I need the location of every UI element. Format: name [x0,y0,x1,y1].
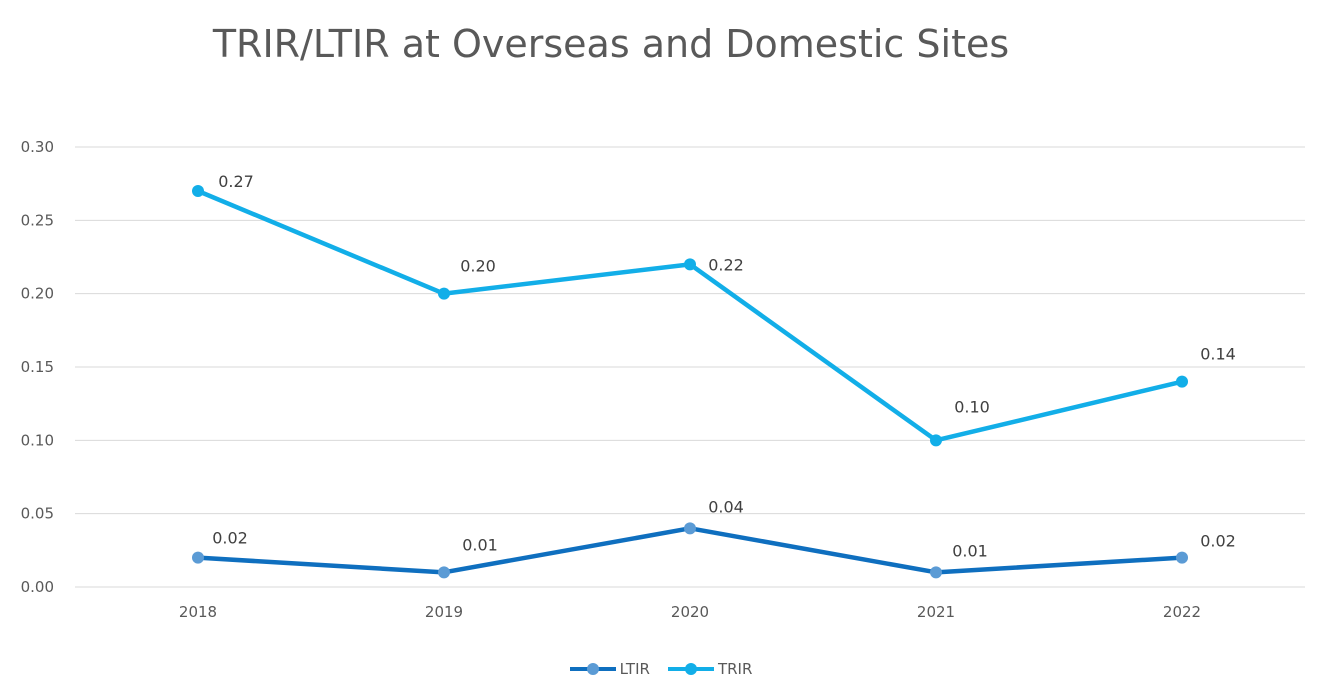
y-axis-ticks: 0.00 0.05 0.10 0.15 0.20 0.25 0.30 [21,138,54,596]
data-label-trir: 0.10 [954,397,990,416]
y-tick-label: 0.15 [21,358,54,376]
data-label-trir: 0.22 [708,255,744,274]
data-label-trir: 0.14 [1200,345,1236,364]
point-ltir[interactable] [438,566,450,579]
legend-swatch-trir [667,663,714,675]
legend-swatch-ltir [569,663,616,675]
data-label-trir: 0.27 [218,172,254,191]
series-line-trir [197,188,1183,443]
gridlines [75,146,1305,588]
data-labels: 0.02 0.01 0.04 0.01 0.02 0.27 0.20 0.22 0.10 0.14 [212,172,1236,560]
point-ltir[interactable] [1176,551,1188,564]
x-tick-label: 2018 [179,603,217,621]
y-tick-label: 0.05 [21,505,54,523]
legend: LTIR TRIR [0,660,1322,678]
x-axis-ticks: 2018 2019 2020 2021 2022 [179,603,1201,621]
data-label-ltir: 0.02 [1200,532,1236,551]
y-tick-label: 0.25 [21,211,54,229]
legend-item-trir[interactable]: TRIR [667,660,753,678]
legend-label-trir: TRIR [717,660,753,678]
point-trir[interactable] [438,287,450,300]
y-tick-label: 0.10 [21,431,54,449]
x-tick-label: 2022 [1163,603,1201,621]
data-label-trir: 0.20 [460,257,496,276]
y-tick-label: 0.30 [21,138,54,156]
point-ltir[interactable] [192,551,204,564]
data-label-ltir: 0.02 [212,529,248,548]
series-line-ltir [197,526,1183,575]
point-trir[interactable] [930,434,942,447]
series-lines [197,188,1183,575]
y-tick-label: 0.00 [21,578,54,596]
point-ltir[interactable] [930,566,942,579]
x-tick-label: 2020 [671,603,709,621]
legend-label-ltir: LTIR [619,660,650,678]
data-label-ltir: 0.04 [708,497,744,516]
chart-title: TRIR/LTIR at Overseas and Domestic Sites [212,22,1010,66]
point-trir[interactable] [192,185,204,197]
data-label-ltir: 0.01 [952,541,988,560]
series-points [192,185,1188,579]
data-label-ltir: 0.01 [462,535,498,554]
legend-item-ltir[interactable]: LTIR [569,660,650,678]
point-ltir[interactable] [684,522,696,535]
y-tick-label: 0.20 [21,285,54,303]
x-tick-label: 2021 [917,603,955,621]
point-trir[interactable] [684,258,696,271]
point-trir[interactable] [1176,375,1188,388]
x-tick-label: 2019 [425,603,463,621]
